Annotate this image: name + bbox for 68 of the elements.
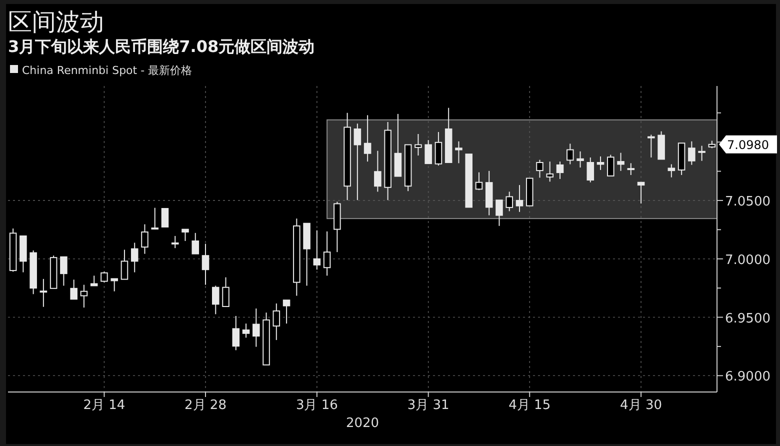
- candlestick: [60, 256, 68, 286]
- candlestick: [100, 271, 108, 283]
- candlestick: [576, 150, 584, 168]
- candlestick: [455, 140, 462, 164]
- candlestick: [232, 315, 240, 351]
- candlestick: [90, 275, 98, 286]
- x-tick-label: 4月 30: [620, 398, 662, 413]
- x-tick-label: 3月 16: [296, 398, 338, 413]
- candlestick: [506, 191, 514, 212]
- candlestick: [313, 230, 321, 270]
- candlestick: [364, 114, 372, 162]
- candlestick: [546, 161, 554, 182]
- candlestick: [80, 284, 88, 308]
- candlestick: [182, 228, 189, 242]
- candlestick: [394, 113, 402, 177]
- candlestick: [110, 278, 118, 292]
- candlestick: [698, 145, 706, 162]
- candlestick: [161, 208, 169, 228]
- candlestick: [536, 159, 544, 178]
- candlestick: [272, 302, 280, 341]
- candlestick: [141, 224, 148, 254]
- candlestick: [556, 161, 564, 180]
- candlestick: [171, 235, 179, 249]
- candlestick: [323, 230, 331, 276]
- candlestick: [496, 200, 503, 226]
- candlestick: [202, 243, 210, 286]
- candlestick: [475, 172, 483, 191]
- candlestick: [354, 123, 362, 201]
- candlestick: [414, 134, 422, 156]
- text: 7.0980: [727, 138, 769, 152]
- candlestick: [374, 150, 382, 192]
- candlestick: [688, 140, 696, 166]
- candlestick: [607, 154, 614, 176]
- candlestick: [242, 323, 250, 338]
- x-tick-label: 2月 14: [83, 398, 126, 413]
- candlestick: [70, 279, 78, 300]
- candlestick: [424, 140, 432, 164]
- candlestick: [212, 285, 220, 315]
- candlestick: [40, 278, 48, 308]
- candlestick: [658, 130, 665, 160]
- candlestick: [282, 300, 290, 324]
- candlestick: [434, 132, 442, 166]
- x-axis-title: 2020: [346, 416, 380, 431]
- candlestick: [120, 249, 128, 280]
- candlestick: [596, 156, 604, 170]
- x-tick-label: 4月 15: [508, 398, 551, 413]
- candlestick: [668, 164, 676, 178]
- legend-label: China Renminbi Spot - 最新价格: [22, 64, 192, 77]
- y-tick-label: 6.9000: [725, 370, 770, 385]
- candlestick: [252, 308, 260, 348]
- candlestick: [586, 156, 594, 183]
- y-tick-label: 6.9500: [725, 311, 770, 326]
- y-tick-label: 7.0000: [725, 252, 770, 268]
- candlestick: [566, 143, 574, 165]
- chart-subtitle: 3月下旬以来人民币围绕7.08元做区间波动: [8, 37, 315, 56]
- candlestick: [222, 276, 230, 308]
- candlestick: [627, 162, 635, 176]
- candlestick: [648, 134, 655, 158]
- y-tick-label: 7.0500: [725, 194, 770, 210]
- candlestick: [192, 232, 200, 254]
- candlestick: [151, 207, 159, 230]
- candlestick: [130, 242, 138, 273]
- candlestick: [617, 152, 624, 172]
- candlestick: [516, 184, 524, 212]
- x-tick-label: 2月 28: [184, 398, 226, 413]
- candlestick: [637, 182, 645, 204]
- x-tick-label: 3月 31: [407, 398, 450, 413]
- chart-title: 区间波动: [8, 8, 104, 36]
